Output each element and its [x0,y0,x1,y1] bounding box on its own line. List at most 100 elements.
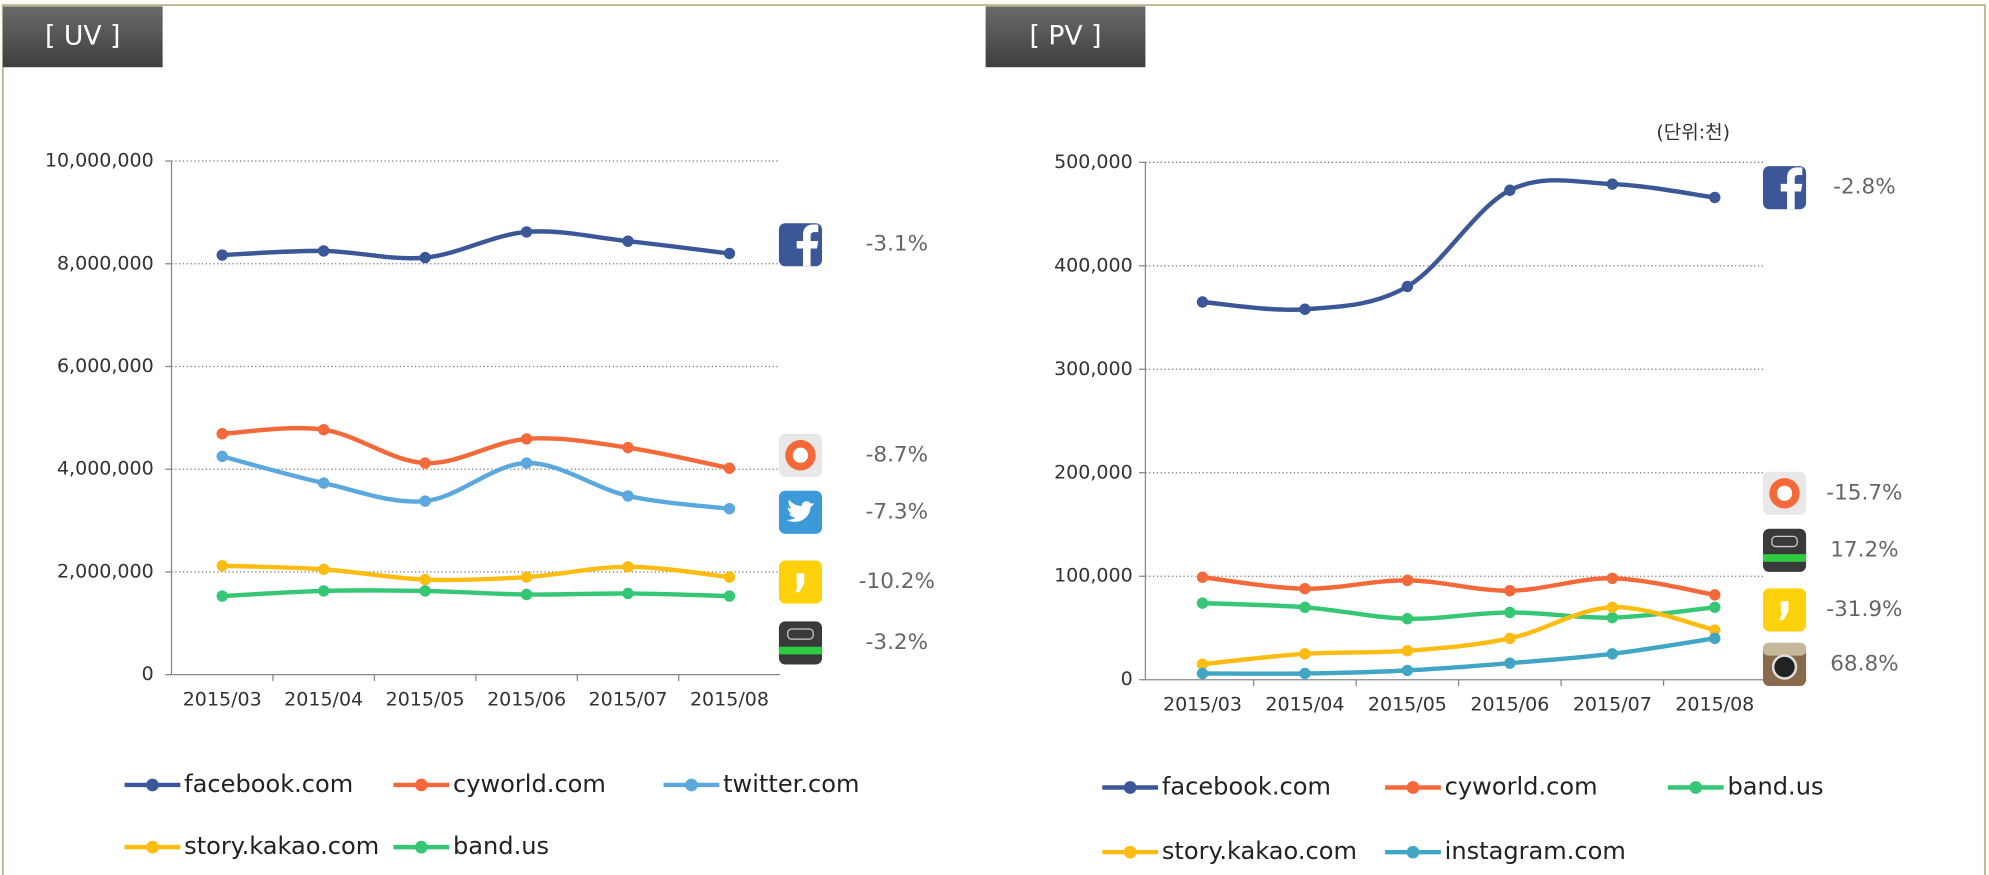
data-point [216,450,228,463]
series-line [222,563,730,583]
data-point [723,590,736,602]
icon-glyph [1771,654,1798,680]
legend-swatch [414,778,428,792]
site-icon [1762,528,1807,572]
series-line [222,588,730,599]
data-point [520,433,533,445]
y-tick-label: 0 [142,663,154,685]
data-point [419,457,431,469]
data-point [1709,601,1721,613]
data-point [1401,612,1414,625]
data-point [1196,658,1209,670]
legend-swatch [1406,845,1420,859]
change-label: -3.2% [866,630,929,655]
change-label: -2.8% [1833,175,1896,200]
change-label: -10.2% [859,569,935,594]
legend-swatch [414,840,428,854]
data-point [1504,657,1516,669]
data-point [1709,624,1721,636]
site-icon [1762,588,1807,632]
change-label: 17.2% [1830,537,1898,562]
y-tick-label: 8,000,000 [57,252,154,274]
icon-bg [778,621,823,665]
data-point [1709,632,1721,645]
data-point [1299,648,1311,660]
data-point [419,251,431,264]
panel [1,4,1986,875]
icon-glyph [1762,642,1807,656]
y-tick-label: 0 [1121,668,1133,690]
x-tick-label: 2015/05 [386,688,465,710]
x-tick-label: 2015/06 [487,688,566,710]
y-tick-label: 300,000 [1054,358,1133,380]
data-point [216,249,228,261]
legend-swatch [146,778,159,792]
legend-label: instagram.com [1445,837,1626,865]
data-point [317,563,330,576]
legend-label: twitter.com [723,770,859,798]
site-icon [778,223,823,267]
change-label: -7.3% [866,499,929,524]
data-point [622,587,634,600]
series-line [221,454,730,511]
legend-swatch [1123,781,1137,794]
y-tick-label: 6,000,000 [57,355,154,377]
legend-label: band.us [453,832,549,860]
legend-label: cyworld.com [1445,773,1598,801]
data-point [1401,664,1414,677]
data-point [419,585,431,597]
change-label: -3.1% [866,232,929,257]
site-icon [1762,166,1807,210]
icon-glyph [1776,485,1793,501]
data-point [1299,667,1311,680]
unit-note: (단위:천) [1656,122,1730,144]
data-point [317,585,330,597]
data-point [1606,601,1619,613]
legend-label: band.us [1727,773,1823,801]
data-point [419,495,431,507]
title-tab [2,6,163,68]
site-icon [778,490,823,534]
x-tick-label: 2015/08 [1675,694,1754,716]
x-tick-label: 2015/07 [589,688,668,710]
icon-glyph [787,628,814,640]
legend-swatch [1123,845,1137,859]
icon-glyph [795,573,805,593]
icon-glyph [1780,167,1803,210]
legend-swatch [685,778,698,792]
data-point [723,462,736,474]
series-line [1202,600,1716,621]
chart-title: [ PV ] [1030,20,1102,51]
data-point [1196,667,1209,680]
data-point [1401,280,1414,293]
y-tick-label: 500,000 [1054,151,1133,173]
icon-glyph [1762,554,1807,562]
data-point [622,235,634,247]
data-point [1401,645,1414,657]
data-point [419,573,431,586]
data-point [1299,582,1311,595]
legend-label: facebook.com [184,770,353,798]
data-point [1196,296,1209,308]
x-tick-label: 2015/08 [690,688,769,710]
data-point [1504,632,1516,645]
icon-glyph [1779,601,1789,621]
series-line [1202,636,1716,676]
data-point [216,590,228,602]
data-point [216,560,228,572]
legend-swatch [1689,781,1703,794]
data-point [1196,597,1209,609]
chart-title: [ UV ] [45,20,120,51]
data-point [317,477,330,489]
x-tick-label: 2015/03 [183,688,262,710]
site-icon [778,560,823,604]
legend-swatch [1406,781,1420,794]
y-tick-label: 100,000 [1054,565,1133,587]
data-point [520,571,533,583]
site-icon [778,433,823,477]
data-point [216,428,228,440]
data-point [622,441,634,454]
data-point [622,561,634,573]
data-point [1299,601,1311,613]
x-tick-label: 2015/03 [1163,694,1242,716]
